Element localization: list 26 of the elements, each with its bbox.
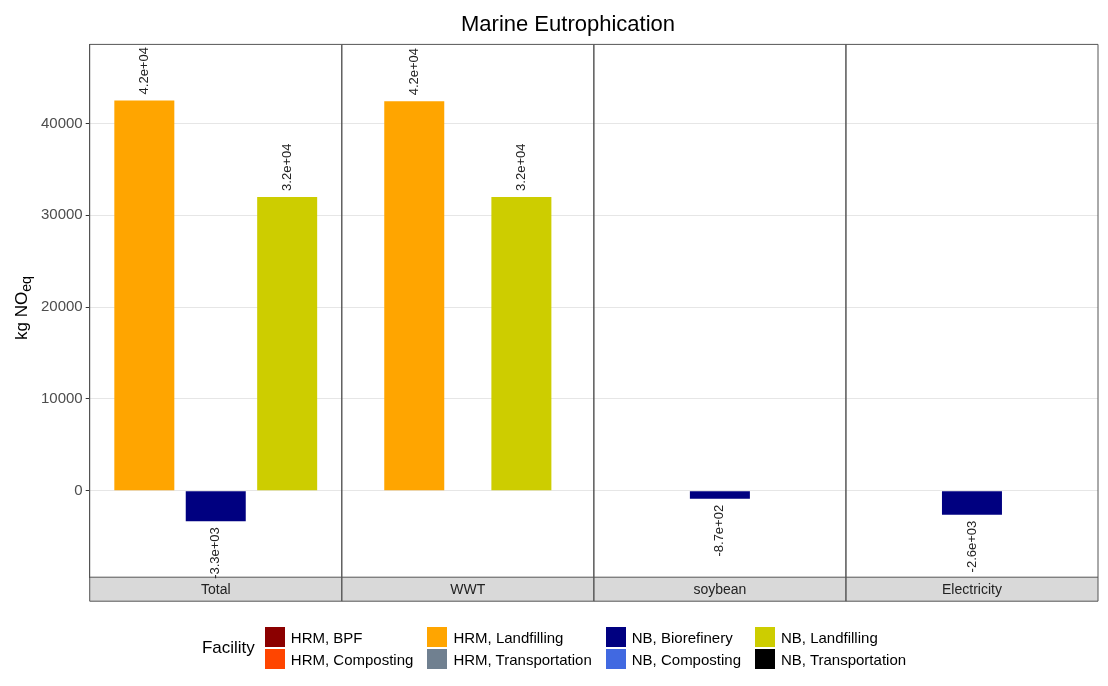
legend-label: HRM, BPF xyxy=(290,628,363,646)
y-tick-label: 10000 xyxy=(40,389,83,407)
y-tick-label: 0 xyxy=(74,480,83,498)
data-label: 4.2e+04 xyxy=(405,48,421,96)
legend-label: NB, Composting xyxy=(631,650,741,668)
legend-label: HRM, Transportation xyxy=(453,650,592,668)
x-tick-label: soybean xyxy=(693,581,747,598)
y-tick-label: 30000 xyxy=(40,205,83,223)
legend-label: NB, Transportation xyxy=(781,650,907,668)
data-label: -8.7e+02 xyxy=(711,504,727,557)
legend-label: NB, Biorefinery xyxy=(631,628,733,646)
chart-title: Marine Eutrophication xyxy=(460,11,676,37)
x-tick-label: Electricity xyxy=(942,581,1002,598)
legend-label: HRM, Landfilling xyxy=(453,628,564,646)
data-label: 3.2e+04 xyxy=(512,143,528,191)
data-label: 3.2e+04 xyxy=(278,143,294,191)
y-tick-label: 20000 xyxy=(40,297,83,315)
data-label: -2.6e+03 xyxy=(963,520,979,573)
legend-title: Facility xyxy=(201,638,255,658)
legend-label: HRM, Composting xyxy=(290,650,414,668)
legend-label: NB, Landfilling xyxy=(781,628,878,646)
x-tick-label: WWT xyxy=(450,581,486,598)
data-label: -3.3e+03 xyxy=(207,527,223,579)
x-tick-label: Total xyxy=(200,581,231,598)
data-label: 4.2e+04 xyxy=(135,47,151,95)
y-tick-label: 40000 xyxy=(40,113,83,131)
